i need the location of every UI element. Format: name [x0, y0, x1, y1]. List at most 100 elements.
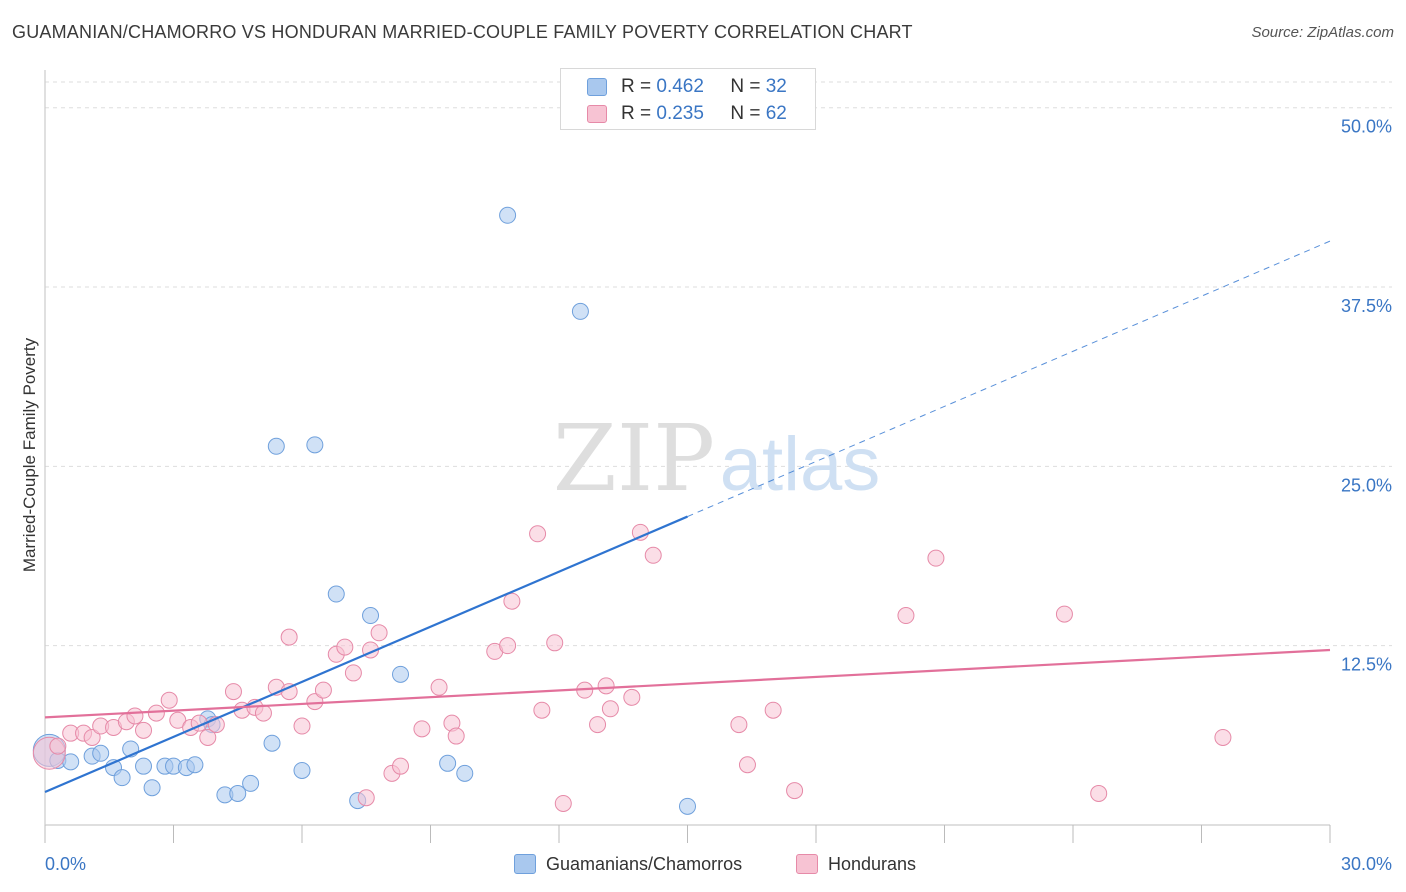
point-guamanian: [571, 302, 589, 320]
point-honduran: [83, 728, 101, 746]
point-honduran: [224, 683, 242, 701]
stats-r-value: 0.235: [656, 103, 704, 124]
point-honduran: [336, 638, 354, 656]
x-tick-label: 30.0%: [1341, 854, 1392, 874]
point-guamanian: [267, 437, 285, 455]
point-guamanian: [306, 436, 324, 454]
point-honduran: [623, 688, 641, 706]
point-honduran: [644, 546, 662, 564]
point-honduran: [529, 525, 547, 543]
legend-item-honduran: Hondurans: [796, 852, 916, 876]
y-tick-label: 12.5%: [1341, 655, 1392, 675]
point-guamanian: [439, 754, 457, 772]
point-honduran: [601, 700, 619, 718]
y-tick-label: 37.5%: [1341, 296, 1392, 316]
point-honduran: [199, 728, 217, 746]
point-guamanian: [456, 764, 474, 782]
point-honduran: [314, 681, 332, 699]
legend-item-guamanian: Guamanians/Chamorros: [514, 852, 742, 876]
point-honduran: [357, 789, 375, 807]
grid-lines: [45, 81, 1392, 647]
point-guamanian: [499, 206, 517, 224]
point-honduran: [546, 634, 564, 652]
stats-text-honduran: R = 0.235 N = 62: [621, 103, 787, 125]
axes: [44, 70, 1331, 843]
point-honduran: [897, 607, 915, 625]
point-honduran: [126, 707, 144, 725]
point-honduran: [589, 716, 607, 734]
trend-lines: [44, 240, 1331, 794]
point-honduran: [49, 737, 67, 755]
legend-swatch-honduran: [796, 854, 818, 874]
point-honduran: [503, 592, 521, 610]
point-honduran: [447, 727, 465, 745]
point-guamanian: [293, 761, 311, 779]
point-honduran: [344, 664, 362, 682]
point-honduran: [499, 637, 517, 655]
point-guamanian: [679, 797, 696, 815]
point-honduran: [764, 701, 782, 719]
point-honduran: [370, 624, 388, 642]
chart-title: GUAMANIAN/CHAMORRO VS HONDURAN MARRIED-C…: [12, 22, 913, 42]
point-honduran: [1214, 728, 1232, 746]
trend-line-honduran: [44, 648, 1331, 719]
point-honduran: [413, 720, 431, 738]
stats-n-value: 32: [765, 76, 787, 97]
point-honduran: [554, 794, 572, 812]
point-honduran: [306, 693, 324, 711]
stats-r-label: R =: [621, 76, 652, 97]
point-guamanian: [327, 585, 345, 603]
point-honduran: [160, 691, 178, 709]
watermark: ZIP atlas: [553, 405, 880, 512]
legend-label-guamanian: Guamanians/Chamorros: [546, 853, 743, 874]
point-honduran: [597, 677, 615, 695]
point-honduran: [254, 704, 272, 722]
point-honduran: [786, 782, 804, 800]
point-honduran: [738, 756, 756, 774]
point-honduran: [533, 701, 551, 719]
scatter-points: [32, 206, 1232, 815]
point-honduran: [135, 721, 153, 739]
stats-box: R = 0.462 N = 32 R = 0.235 N = 62: [560, 68, 816, 130]
stats-n-value: 62: [765, 103, 787, 124]
y-tick-label: 50.0%: [1341, 117, 1392, 137]
stats-swatch-honduran: [587, 105, 607, 123]
x-tick-label: 0.0%: [45, 854, 86, 874]
y-tick-label: 25.0%: [1341, 475, 1392, 495]
point-guamanian: [135, 757, 153, 775]
stats-r-value: 0.462: [656, 76, 704, 97]
point-guamanian: [143, 779, 161, 797]
stats-text-guamanian: R = 0.462 N = 32: [621, 76, 787, 98]
stats-n-label: N =: [730, 76, 761, 97]
point-honduran: [1055, 605, 1073, 623]
y-axis-title: Married-Couple Family Poverty: [20, 337, 39, 573]
point-guamanian: [263, 734, 281, 752]
source-label: Source: ZipAtlas.com: [1251, 24, 1394, 41]
point-guamanian: [92, 744, 110, 762]
point-guamanian: [113, 769, 131, 787]
watermark-zip: ZIP: [553, 405, 715, 512]
point-guamanian: [392, 665, 410, 683]
legend-label-honduran: Hondurans: [828, 853, 917, 874]
y-tick-labels: 12.5% 25.0% 37.5% 50.0%: [1341, 117, 1392, 675]
trend-line-guamanian: [44, 515, 688, 794]
legend-swatch-guamanian: [514, 854, 536, 874]
trend-line-guamanian-extension: [687, 240, 1331, 518]
point-guamanian: [186, 756, 204, 774]
stats-swatch-guamanian: [587, 78, 607, 96]
point-guamanian: [229, 784, 247, 802]
point-honduran: [730, 716, 748, 734]
point-guamanian: [242, 774, 260, 792]
point-honduran: [169, 711, 187, 729]
point-honduran: [147, 704, 165, 722]
point-guamanian: [362, 607, 380, 625]
x-tick-labels: 0.0% 30.0%: [45, 854, 1392, 874]
point-honduran: [293, 717, 311, 735]
watermark-atlas: atlas: [720, 422, 881, 507]
point-honduran: [392, 757, 410, 775]
point-honduran: [1090, 784, 1108, 802]
stats-r-label: R =: [621, 103, 652, 124]
point-honduran: [927, 549, 945, 567]
stats-n-label: N =: [730, 103, 761, 124]
